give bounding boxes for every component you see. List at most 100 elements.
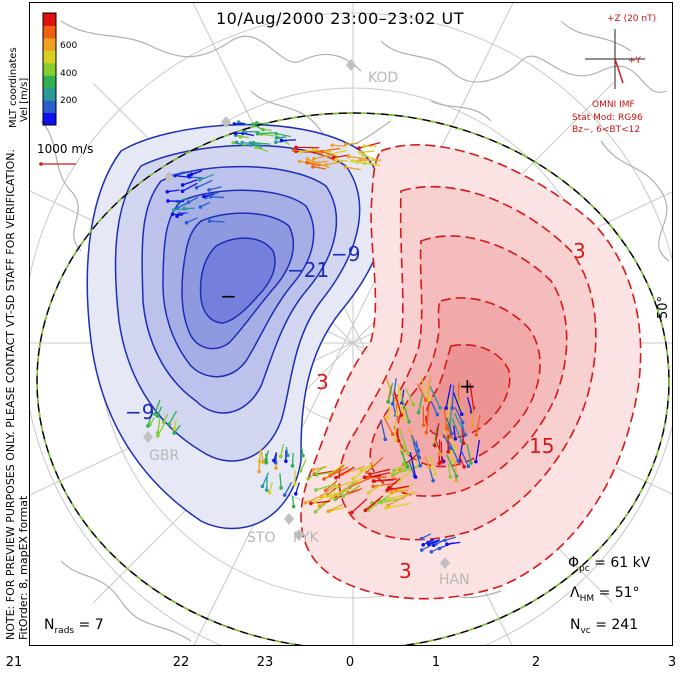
velocity-vector	[445, 417, 453, 434]
velocity-vector	[444, 536, 457, 542]
mlt-label-3: 3	[667, 655, 677, 670]
pos-label-15: 15	[529, 434, 554, 458]
velocity-vector	[458, 455, 465, 468]
velocity-vector-origin	[387, 497, 392, 501]
velocity-vector-origin	[267, 490, 272, 495]
velocity-vectors	[146, 120, 481, 554]
velocity-vector-origin	[350, 159, 355, 163]
velocity-vector	[326, 487, 338, 497]
velocity-vector	[300, 148, 316, 153]
velocity-vector-origin	[390, 402, 395, 406]
station-label-kod: KOD	[368, 70, 398, 86]
velocity-vector-origin	[248, 143, 253, 148]
velocity-vector-origin	[298, 150, 303, 154]
velocity-vector-origin	[453, 447, 458, 451]
velocity-vector	[170, 171, 186, 177]
velocity-vector	[182, 179, 198, 186]
velocity-vector-origin	[167, 422, 171, 427]
velocity-vector	[456, 395, 461, 409]
stat-n-vc: Nvc = 241	[570, 617, 639, 636]
velocity-vector-origin	[438, 406, 442, 410]
velocity-vector	[252, 123, 265, 132]
velocity-vector	[315, 483, 337, 491]
velocity-vector	[295, 482, 300, 495]
velocity-vector	[446, 423, 452, 436]
velocity-vector-origin	[390, 472, 395, 476]
latitude-label: 50°	[656, 296, 671, 319]
velocity-vector	[451, 384, 455, 409]
stat-lambda-hm: ΛHM = 51°	[570, 585, 640, 604]
velocity-vector-origin	[421, 423, 426, 427]
velocity-vector	[261, 472, 270, 487]
velocity-vector-origin	[416, 410, 421, 415]
velocity-vector	[459, 449, 469, 467]
velocity-vector-origin	[298, 468, 303, 473]
velocity-vector-origin	[153, 412, 157, 416]
velocity-vector-origin	[207, 219, 212, 223]
station-label-han: HAN	[439, 572, 470, 588]
velocity-vector-origin	[274, 140, 278, 145]
velocity-vector-origin	[424, 430, 429, 435]
velocity-vector-origin	[294, 145, 298, 150]
velocity-vector-origin	[254, 121, 259, 125]
velocity-vector-origin	[156, 433, 160, 438]
velocity-vector	[253, 142, 271, 145]
velocity-vector	[421, 544, 433, 551]
velocity-vector-origin	[474, 459, 478, 464]
min-symbol: −	[220, 284, 237, 308]
velocity-vector	[452, 392, 463, 415]
velocity-vector-origin	[180, 183, 185, 187]
neg-label-9b: −9	[331, 242, 360, 266]
velocity-vector-origin	[171, 207, 176, 212]
velocity-vector-origin	[395, 412, 399, 416]
velocity-vector-origin	[313, 500, 317, 504]
velocity-vector	[313, 154, 333, 160]
velocity-vector-origin	[459, 412, 464, 417]
velocity-vector-origin	[474, 433, 479, 437]
velocity-vector-origin	[328, 494, 332, 499]
velocity-vector-origin	[450, 431, 454, 436]
velocity-vector-origin	[334, 484, 339, 489]
velocity-vector	[307, 465, 326, 480]
velocity-vector	[428, 467, 434, 481]
station-markers	[143, 59, 450, 569]
velocity-vector	[475, 439, 481, 462]
velocity-vector-origin	[343, 165, 348, 169]
velocity-vector-origin	[317, 504, 322, 508]
velocity-vector-origin	[454, 478, 459, 483]
velocity-vector-origin	[411, 402, 416, 407]
velocity-vector-origin	[197, 178, 202, 182]
velocity-vector	[291, 495, 295, 507]
velocity-vector-origin	[166, 199, 170, 203]
velocity-vector	[364, 495, 384, 511]
station-labels: KOD GBR STO PYK HAN	[149, 70, 470, 588]
velocity-vector	[409, 452, 417, 478]
velocity-vector-origin	[334, 158, 338, 162]
velocity-vector	[448, 441, 459, 462]
velocity-vector-origin	[427, 397, 432, 402]
velocity-vector-origin	[444, 427, 449, 431]
colorbar-tick-600: 600	[60, 41, 77, 51]
velocity-vector-origin	[293, 482, 297, 486]
velocity-vector-origin	[323, 488, 328, 493]
velocity-vector-origin	[279, 486, 283, 490]
velocity-vector-origin	[291, 148, 296, 152]
velocity-vector-origin	[165, 189, 170, 194]
velocity-vector-origin	[326, 509, 330, 514]
velocity-vector-origin	[161, 420, 166, 425]
scale-vector: 1000 m/s	[37, 142, 93, 166]
station-label-sto: STO	[247, 530, 275, 546]
velocity-vector	[457, 382, 460, 401]
velocity-vector	[446, 541, 461, 545]
velocity-vector	[466, 397, 473, 412]
velocity-vector	[368, 494, 390, 511]
velocity-vector	[368, 483, 384, 494]
mlt-label-0: 0	[345, 655, 355, 670]
velocity-vector	[332, 144, 346, 147]
velocity-vector	[167, 200, 185, 203]
velocity-vector-origin	[194, 185, 199, 190]
velocity-vector-origin	[255, 132, 260, 136]
velocity-vector-origin	[445, 542, 449, 546]
velocity-vector-origin	[207, 188, 211, 192]
velocity-vector	[173, 208, 189, 211]
